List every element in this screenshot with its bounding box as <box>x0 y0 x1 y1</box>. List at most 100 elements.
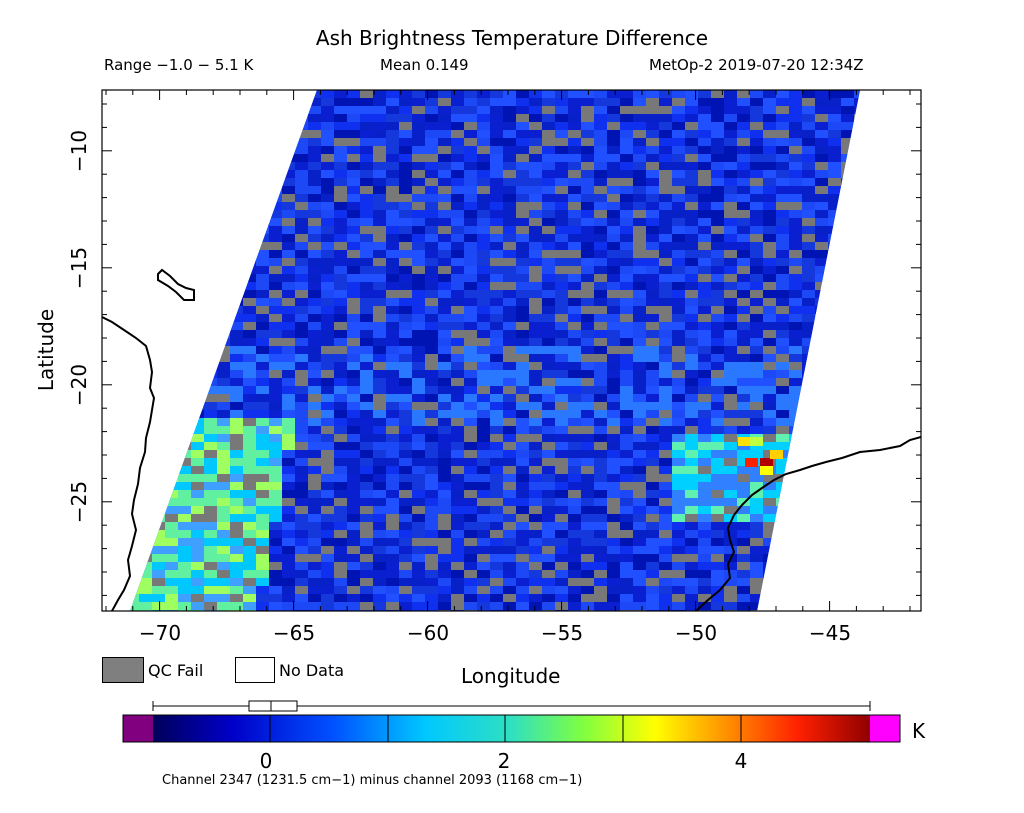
swath-pixel <box>620 490 633 498</box>
swath-pixel <box>269 330 282 338</box>
swath-pixel <box>724 546 737 554</box>
swath-pixel <box>152 386 165 394</box>
swath-pixel <box>308 434 321 442</box>
swath-pixel <box>477 106 490 114</box>
swath-pixel <box>130 138 139 146</box>
swath-pixel <box>165 394 178 402</box>
swath-pixel <box>165 338 178 346</box>
swath-pixel <box>438 146 451 154</box>
swath-pixel <box>113 314 126 322</box>
swath-pixel <box>828 106 841 114</box>
swath-pixel <box>360 466 373 474</box>
swath-pixel <box>152 130 165 138</box>
swath-pixel <box>451 290 464 298</box>
swath-pixel <box>282 290 295 298</box>
swath-pixel <box>269 186 282 194</box>
swath-pixel <box>789 218 802 226</box>
swath-pixel <box>646 210 659 218</box>
swath-pixel <box>399 602 412 610</box>
swath-pixel <box>464 394 477 402</box>
swath-pixel <box>412 282 425 290</box>
swath-pixel <box>542 530 555 538</box>
swath-pixel <box>581 402 594 410</box>
swath-pixel <box>867 274 880 282</box>
swath-pixel <box>620 586 633 594</box>
swath-pixel <box>750 602 763 610</box>
swath-pixel <box>165 146 178 154</box>
swath-pixel <box>178 314 191 322</box>
swath-pixel <box>516 138 529 146</box>
swath-pixel <box>399 226 412 234</box>
swath-pixel <box>867 98 880 106</box>
swath-pixel <box>386 330 399 338</box>
swath-pixel <box>802 546 815 554</box>
swath-pixel <box>568 314 581 322</box>
swath-pixel <box>295 594 308 602</box>
swath-pixel <box>789 362 802 370</box>
swath-pixel <box>568 442 581 450</box>
swath-pixel <box>217 338 230 346</box>
swath-pixel <box>581 154 594 162</box>
swath-pixel <box>269 490 282 498</box>
swath-pixel <box>373 426 386 434</box>
swath-pixel <box>130 122 139 130</box>
swath-pixel <box>737 114 750 122</box>
swath-pixel <box>568 250 581 258</box>
swath-pixel <box>698 282 711 290</box>
swath-pixel <box>672 378 685 386</box>
swath-pixel <box>555 322 568 330</box>
swath-pixel <box>139 506 152 514</box>
swath-pixel <box>815 186 828 194</box>
swath-pixel <box>130 474 139 482</box>
swath-pixel <box>724 458 737 466</box>
swath-pixel <box>438 386 451 394</box>
swath-pixel <box>620 234 633 242</box>
swath-pixel <box>620 282 633 290</box>
swath-pixel <box>594 106 607 114</box>
swath-pixel <box>152 194 165 202</box>
swath-pixel <box>165 250 178 258</box>
swath-pixel <box>373 330 386 338</box>
swath-pixel <box>269 442 282 450</box>
swath-pixel <box>802 514 815 522</box>
swath-pixel <box>178 554 191 562</box>
swath-pixel <box>113 106 126 114</box>
swath-pixel <box>130 234 139 242</box>
swath-pixel <box>230 106 243 114</box>
swath-pixel <box>568 586 581 594</box>
swath-pixel <box>594 586 607 594</box>
swath-pixel <box>646 122 659 130</box>
swath-pixel <box>178 162 191 170</box>
swath-pixel <box>386 434 399 442</box>
swath-pixel <box>113 546 126 554</box>
swath-pixel <box>256 442 269 450</box>
swath-pixel <box>204 562 217 570</box>
swath-pixel <box>685 258 698 266</box>
swath-pixel <box>763 298 776 306</box>
swath-pixel <box>282 410 295 418</box>
swath-pixel <box>152 378 165 386</box>
plot-frame <box>101 89 922 612</box>
swath-pixel <box>243 410 256 418</box>
swath-pixel <box>711 226 724 234</box>
swath-pixel <box>724 602 737 610</box>
swath-pixel <box>763 306 776 314</box>
swath-pixel <box>750 490 763 498</box>
swath-pixel <box>607 250 620 258</box>
swath-pixel <box>607 170 620 178</box>
swath-pixel <box>191 106 204 114</box>
swath-pixel <box>152 418 165 426</box>
swath-pixel <box>828 242 841 250</box>
swath-pixel <box>191 602 204 610</box>
swath-pixel <box>425 250 438 258</box>
swath-pixel <box>490 522 503 530</box>
swath-pixel <box>698 450 711 458</box>
swath-pixel <box>581 370 594 378</box>
swath-pixel <box>321 434 334 442</box>
swath-pixel <box>425 98 438 106</box>
swath-pixel <box>113 410 126 418</box>
swath-pixel <box>113 354 126 362</box>
swath-pixel <box>568 402 581 410</box>
swath-pixel <box>425 314 438 322</box>
swath-pixel <box>867 218 880 226</box>
